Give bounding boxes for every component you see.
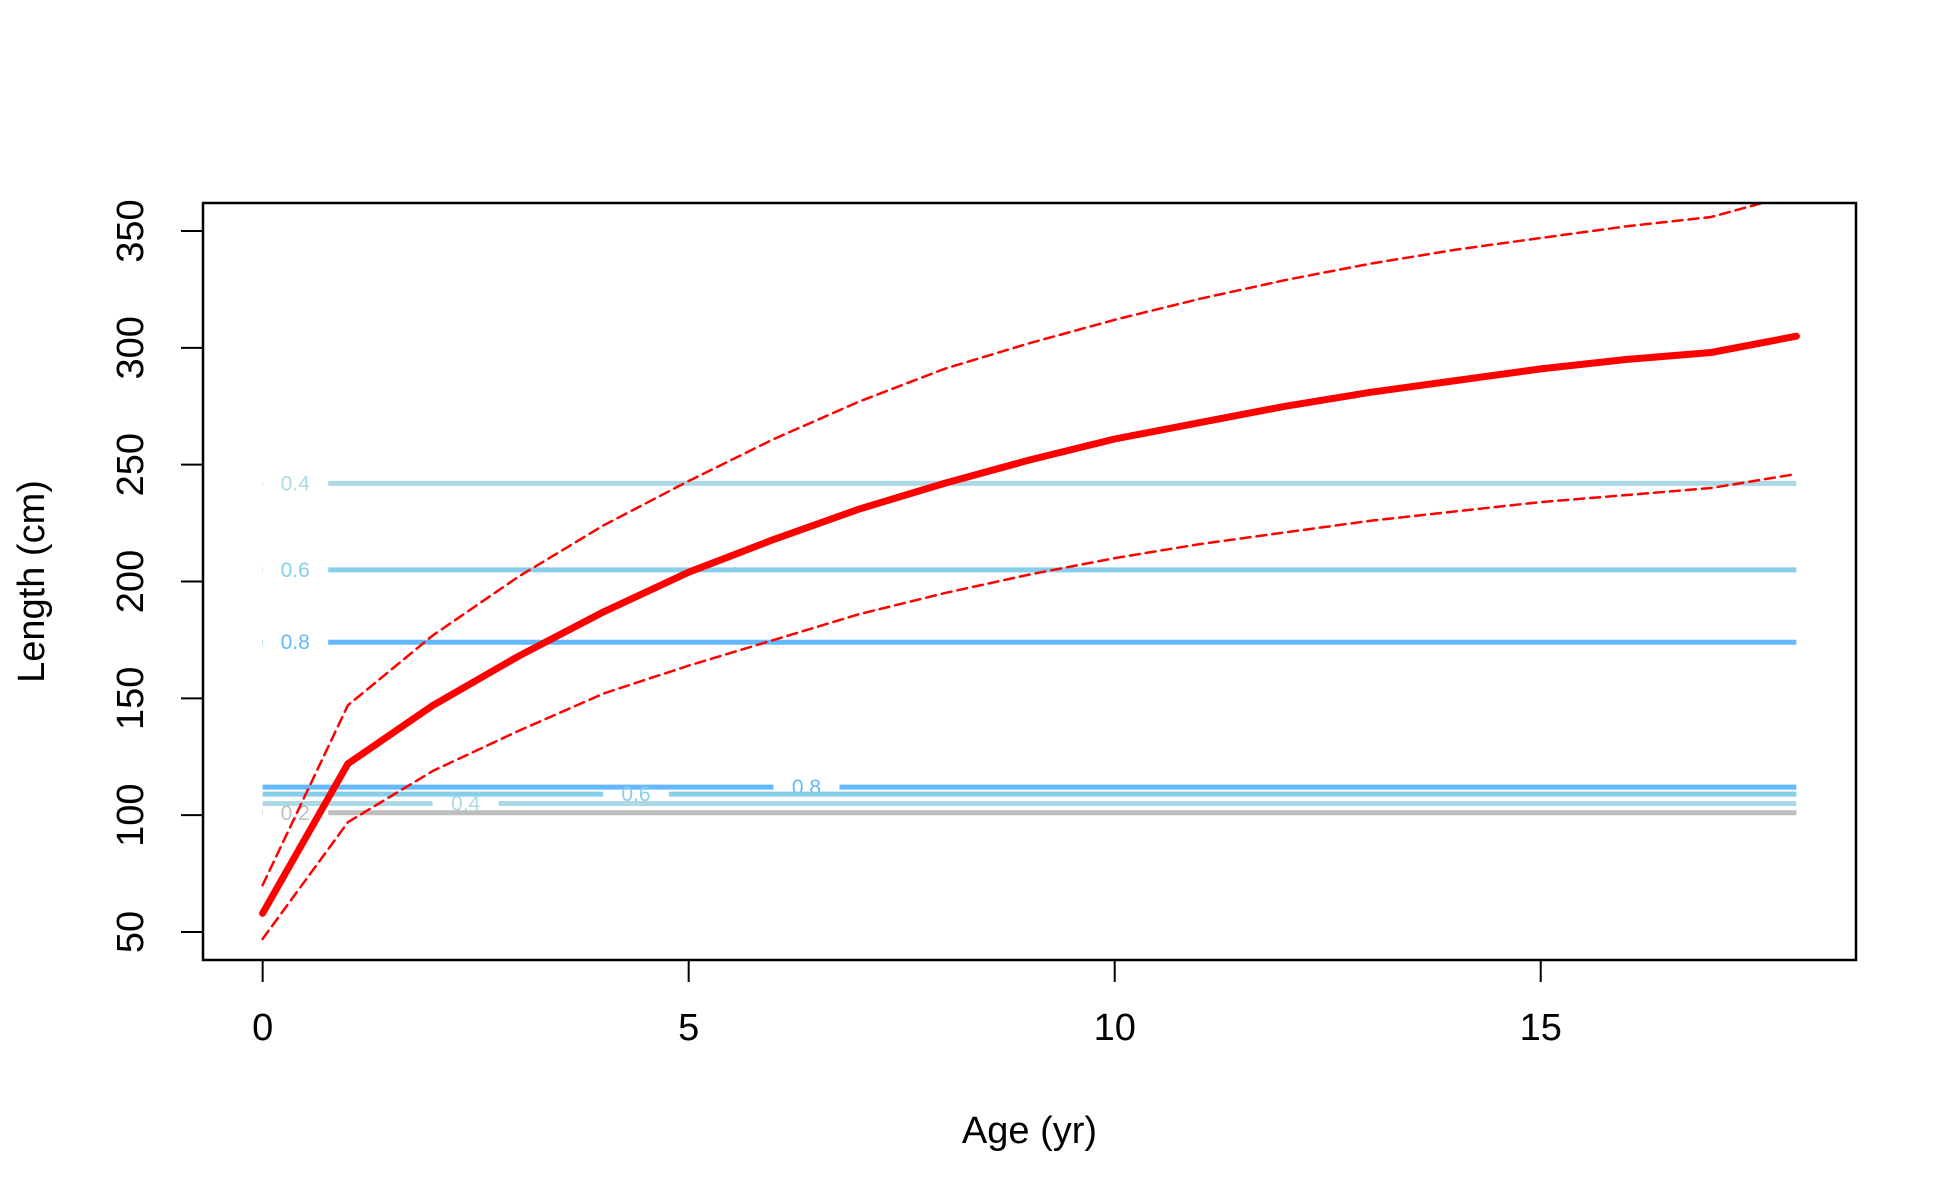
- series-mean-line: [259, 332, 1800, 917]
- contour-label: 0.4: [451, 792, 481, 815]
- y-tick-label: 150: [110, 667, 152, 730]
- contour-label: 0.8: [281, 631, 310, 654]
- contour-2: 0.8: [262, 631, 1797, 654]
- contour-0: 0.4: [262, 472, 1797, 495]
- x-tick-label: 5: [678, 1007, 699, 1049]
- contours-layer: 0.40.60.80.80.60.40.2: [262, 472, 1797, 825]
- y-tick-label: 350: [110, 199, 152, 262]
- contour-4: 0.6: [262, 783, 1797, 806]
- contour-5: 0.4: [262, 792, 1797, 815]
- x-axis: 0 5 10 15: [252, 959, 1562, 1049]
- y-tick-label: 300: [110, 316, 152, 379]
- contour-label: 0.6: [621, 783, 650, 806]
- contour-label: 0.6: [281, 559, 310, 582]
- contour-1: 0.6: [262, 559, 1797, 582]
- y-axis: 50 100 150 200 250 300 350: [110, 199, 204, 953]
- series-lower-line: [261, 472, 1798, 941]
- y-tick-label: 50: [110, 911, 152, 953]
- x-tick-label: 15: [1520, 1007, 1562, 1049]
- x-tick-label: 0: [252, 1007, 273, 1049]
- x-axis-label: Age (yr): [962, 1110, 1097, 1152]
- series-upper-line: [261, 203, 1768, 887]
- series-layer: [259, 203, 1800, 941]
- y-tick-label: 250: [110, 433, 152, 496]
- x-tick-label: 10: [1094, 1007, 1136, 1049]
- y-tick-label: 100: [110, 783, 152, 846]
- plot-frame: [201, 201, 1858, 962]
- contour-label: 0.2: [281, 802, 310, 825]
- y-tick-label: 200: [110, 550, 152, 613]
- contour-6: 0.2: [262, 802, 1797, 825]
- y-axis-label: Length (cm): [11, 480, 53, 683]
- contour-label: 0.4: [281, 472, 311, 495]
